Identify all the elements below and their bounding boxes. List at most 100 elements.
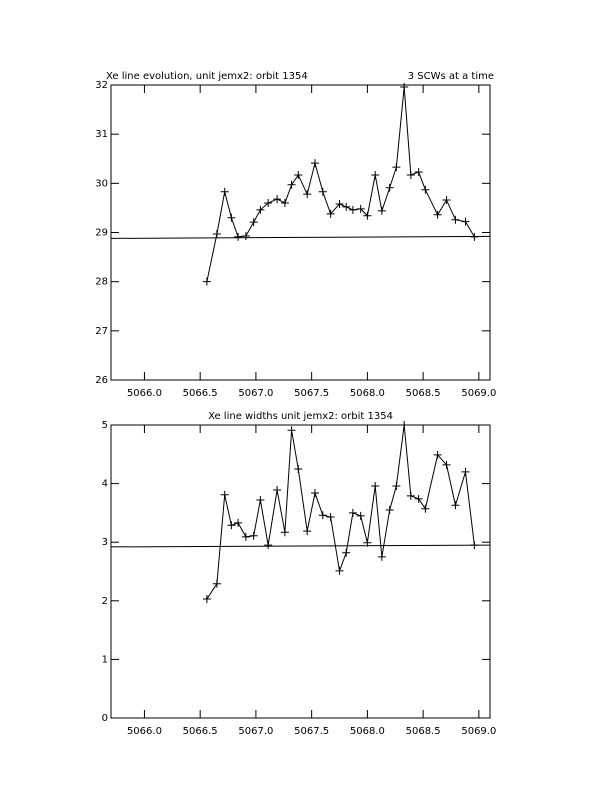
plus-marker [273,486,282,495]
plus-marker [241,532,250,541]
x-tick-label: 5069.0 [461,726,496,737]
plus-marker [310,488,319,497]
data-line [206,424,475,600]
x-tick-label: 5068.5 [406,388,441,399]
plus-marker [212,579,221,588]
y-tick-label: 1 [102,654,108,665]
plus-marker [241,231,250,240]
y-tick-label: 30 [95,178,108,189]
plus-marker [335,199,344,208]
y-tick-label: 27 [95,326,108,337]
plus-marker [220,490,229,499]
plus-marker [363,211,372,220]
plus-marker [414,494,423,503]
plus-marker [318,511,327,520]
x-tick-label: 5067.0 [238,388,273,399]
plus-marker [227,213,236,222]
plus-marker [342,548,351,557]
plus-marker [249,531,258,540]
plus-marker [451,501,460,510]
x-tick-label: 5066.5 [183,726,218,737]
plus-marker [326,209,335,218]
chart-title: Xe line widths unit jemx2: orbit 1354 [208,411,393,422]
plus-marker [400,421,409,429]
plus-marker [371,170,380,179]
x-tick-label: 5067.0 [238,726,273,737]
plus-marker [280,199,289,207]
plus-marker [421,504,430,513]
x-tick-label: 5068.0 [350,388,385,399]
plus-marker [287,426,296,435]
plus-marker [406,491,415,500]
plus-marker [342,202,351,211]
plus-marker [421,185,430,194]
plus-marker [348,205,357,214]
plus-marker [406,170,415,179]
y-tick-label: 28 [95,277,108,288]
plus-marker [335,566,344,575]
y-tick-label: 3 [102,537,108,548]
plus-marker [356,511,365,520]
plus-marker [385,183,394,192]
plus-marker [202,277,211,286]
x-tick-label: 5068.5 [406,726,441,737]
plus-marker [414,168,423,177]
plus-marker [220,187,229,196]
y-tick-label: 31 [95,129,108,140]
y-tick-label: 2 [102,596,108,607]
plus-marker [287,180,296,189]
data-line [110,235,491,239]
plus-marker [377,552,386,561]
plus-marker [264,541,273,550]
plus-marker [227,521,236,530]
plus-marker [234,518,243,527]
x-tick-label: 5067.5 [294,388,329,399]
y-tick-label: 4 [102,479,108,490]
plus-marker [377,206,386,215]
plus-marker [392,163,401,172]
x-tick-label: 5066.0 [127,726,162,737]
plus-marker [461,467,470,476]
plus-marker [442,196,451,205]
plus-marker [249,218,258,227]
plus-marker [264,199,273,207]
plus-marker [212,229,221,238]
plus-marker [294,464,303,473]
x-tick-label: 5069.0 [461,388,496,399]
y-tick-label: 0 [102,713,108,724]
plus-marker [451,215,460,224]
plus-marker [280,528,289,537]
plus-marker [303,527,312,536]
y-tick-label: 5 [102,420,108,431]
plus-marker [356,204,365,213]
plus-marker [256,496,265,505]
plus-marker [234,232,243,241]
x-tick-label: 5067.5 [294,726,329,737]
plus-marker [294,170,303,179]
data-line [110,544,491,548]
plus-marker [392,481,401,490]
plus-marker [461,217,470,226]
annotation: 3 SCWs at a time [408,71,494,82]
chart-title: Xe line evolution, unit jemx2: orbit 135… [106,71,308,82]
plus-marker [371,481,380,490]
plus-marker [400,82,409,91]
plot-frame [110,424,491,719]
plus-marker [273,195,282,204]
plus-marker [303,190,312,199]
plus-marker [433,210,442,219]
plot-frame [110,84,491,381]
plus-marker [442,460,451,469]
data-line [206,86,475,282]
plus-marker [348,508,357,517]
x-tick-label: 5066.5 [183,388,218,399]
plus-marker [202,595,211,604]
y-tick-label: 32 [95,80,108,91]
plus-marker [385,505,394,514]
plus-marker [318,187,327,196]
y-tick-label: 29 [95,228,108,239]
plus-marker [433,450,442,459]
plus-marker [326,513,335,522]
plus-marker [256,205,265,214]
